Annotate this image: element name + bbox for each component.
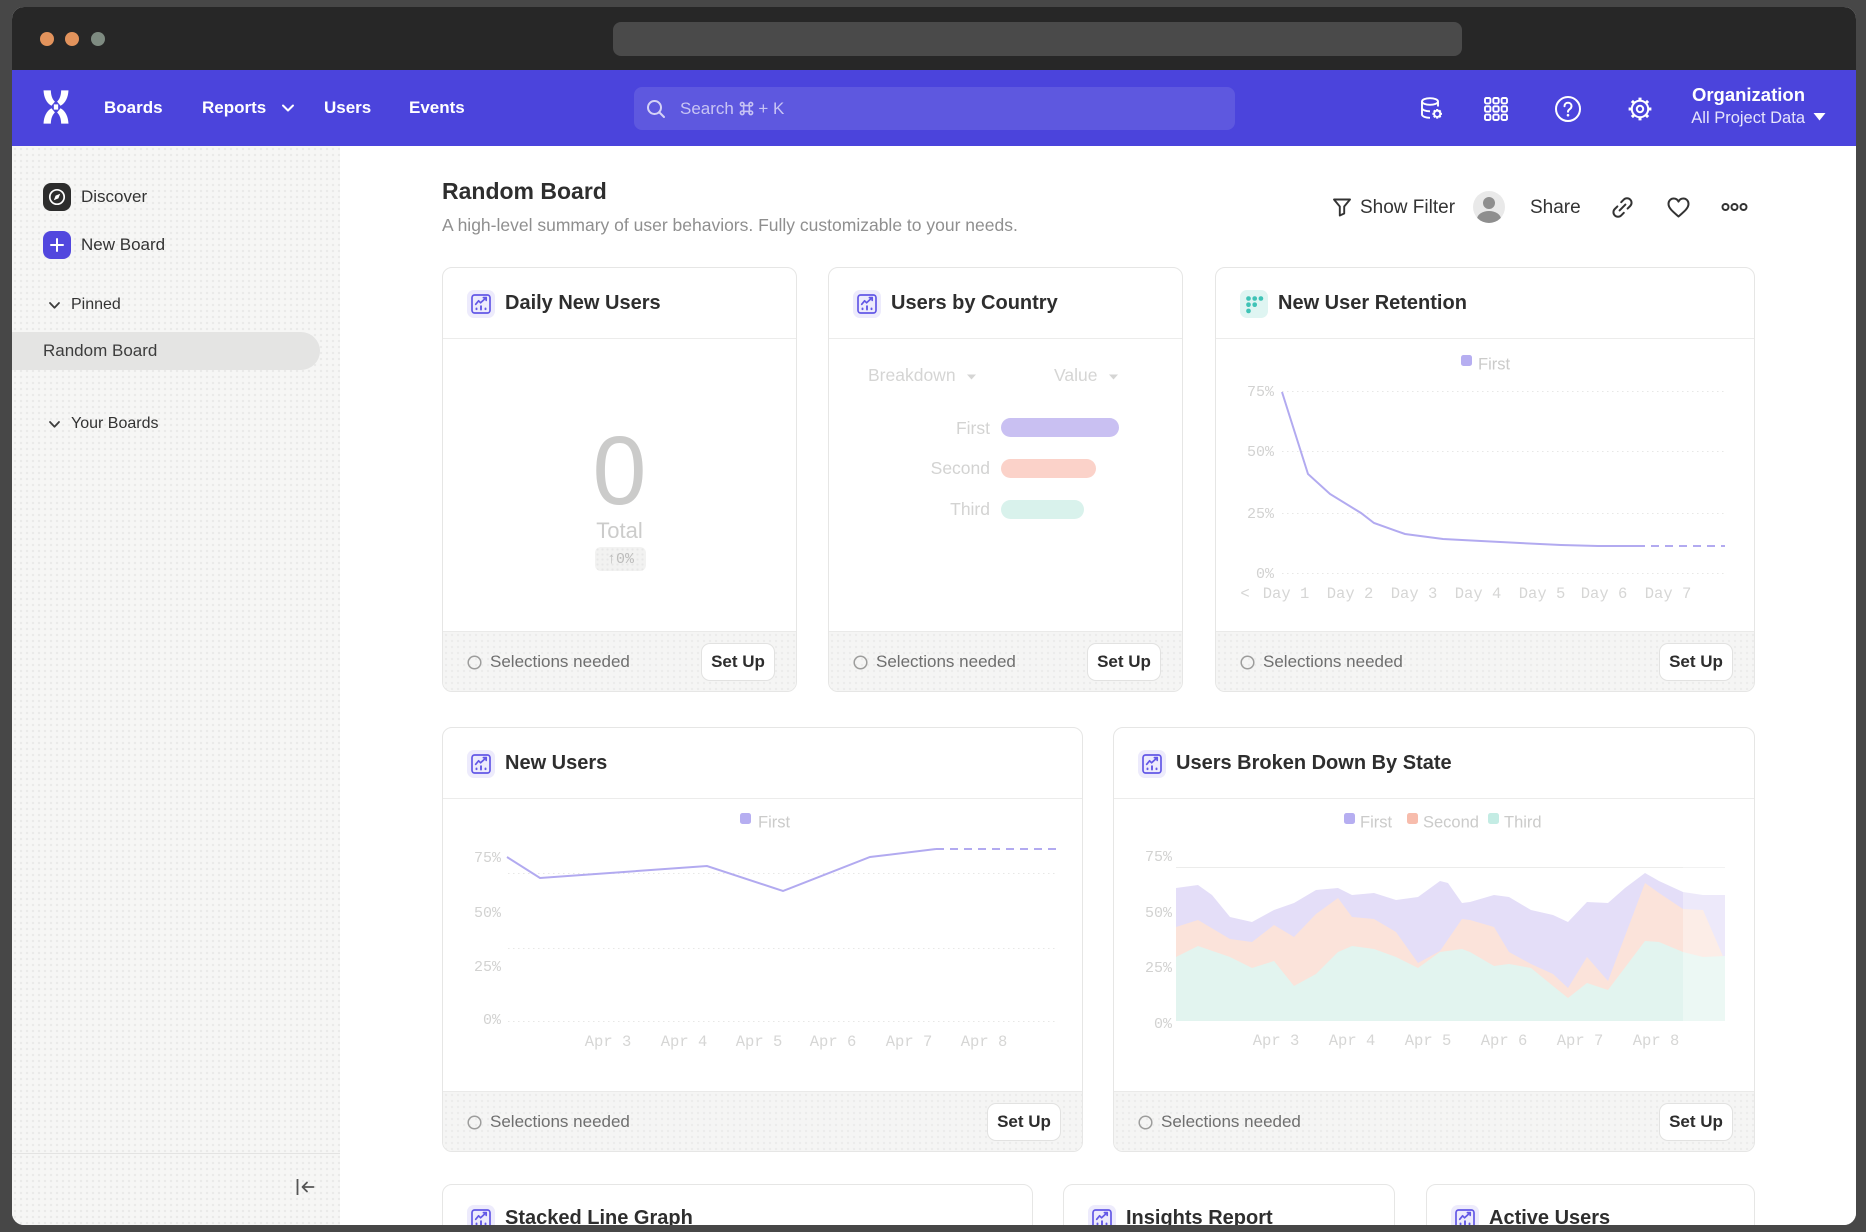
svg-text:50%: 50% [474,905,502,922]
svg-text:75%: 75% [474,850,502,867]
svg-text:50%: 50% [1145,905,1173,922]
svg-text:First: First [1478,355,1510,373]
svg-text:0%: 0% [1154,1016,1173,1033]
svg-text:Apr 4: Apr 4 [661,1033,708,1051]
svg-text:Apr 6: Apr 6 [1481,1032,1528,1050]
svg-text:25%: 25% [1247,506,1275,523]
svg-text:Day 2: Day 2 [1327,585,1374,603]
svg-text:Day 7: Day 7 [1645,585,1692,603]
svg-text:75%: 75% [1145,849,1173,866]
svg-text:Apr 3: Apr 3 [1253,1032,1300,1050]
svg-text:50%: 50% [1247,444,1275,461]
svg-text:Apr 4: Apr 4 [1329,1032,1376,1050]
svg-text:Day 4: Day 4 [1455,585,1502,603]
svg-text:Third: Third [1504,813,1542,831]
svg-text:Day 5: Day 5 [1519,585,1566,603]
svg-text:Apr 3: Apr 3 [585,1033,632,1051]
svg-text:Apr 7: Apr 7 [886,1033,933,1051]
svg-text:Apr 6: Apr 6 [810,1033,857,1051]
svg-text:75%: 75% [1247,384,1275,401]
svg-text:Apr 7: Apr 7 [1557,1032,1604,1050]
svg-text:First: First [1360,813,1392,831]
svg-text:Apr 5: Apr 5 [1405,1032,1452,1050]
svg-text:25%: 25% [474,959,502,976]
svg-text:<: < [1240,585,1249,603]
svg-text:Day 6: Day 6 [1581,585,1628,603]
svg-text:Apr 5: Apr 5 [736,1033,783,1051]
svg-text:Apr 8: Apr 8 [1633,1032,1680,1050]
svg-text:0%: 0% [1256,566,1275,583]
svg-text:Day 3: Day 3 [1391,585,1438,603]
svg-text:25%: 25% [1145,960,1173,977]
svg-text:Second: Second [1423,813,1479,831]
svg-text:First: First [758,813,790,831]
svg-text:Apr 8: Apr 8 [961,1033,1008,1051]
svg-text:Day 1: Day 1 [1263,585,1310,603]
svg-text:0%: 0% [483,1012,502,1029]
